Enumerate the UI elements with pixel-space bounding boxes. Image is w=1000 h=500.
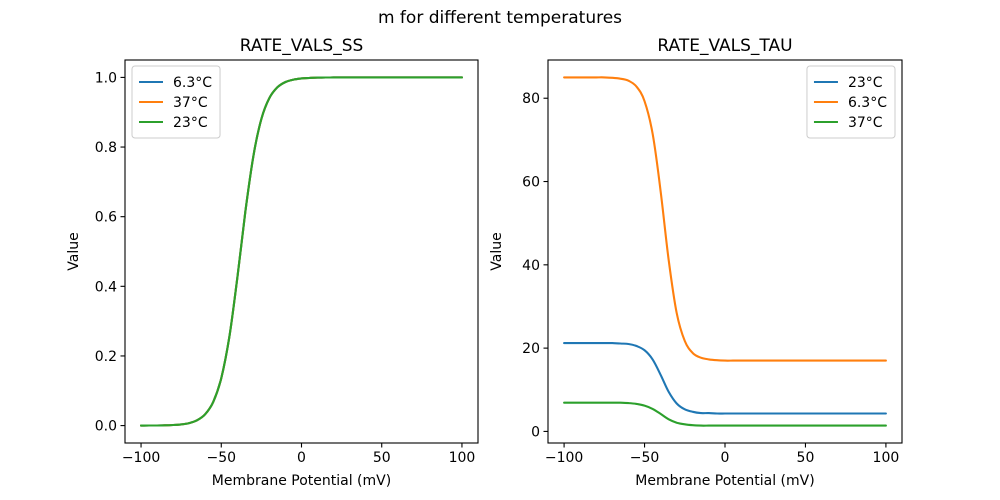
x-tick-label: 0: [721, 450, 730, 466]
legend-label: 6.3°C: [173, 75, 212, 91]
subplot-rate_vals_ss: −100 −50 0 50 100 0.0 0.2 0.4 0.6 0.8 1.0 Membrane …: [66, 36, 479, 489]
legend: 6.3°C 37°C 23°C: [131, 65, 221, 139]
y-tick-label: 0.0: [95, 419, 117, 435]
legend-box: [806, 65, 896, 139]
y-tick-label: 0.2: [95, 349, 117, 365]
legend: 23°C 6.3°C 37°C: [806, 65, 896, 139]
series-line-23°C: [563, 342, 887, 415]
x-axis-label: Membrane Potential (mV): [635, 473, 814, 489]
legend-label: 23°C: [173, 115, 208, 131]
y-tick-label: 80: [522, 91, 540, 107]
legend-label: 37°C: [173, 95, 208, 111]
x-tick-label: 100: [449, 450, 476, 466]
legend-box: [131, 65, 221, 139]
y-tick-label: 20: [522, 341, 540, 357]
x-tick-label: −50: [206, 450, 236, 466]
subplot-title: RATE_VALS_SS: [240, 36, 364, 56]
y-tick-label: 0: [531, 424, 540, 440]
x-tick-label: 50: [797, 450, 815, 466]
y-tick-label: 0.8: [95, 140, 117, 156]
x-tick-label: 100: [873, 450, 900, 466]
y-tick-label: 40: [522, 258, 540, 274]
subplot-rate_vals_tau: −100 −50 0 50 100 0 20 40 60 80 Membrane Potential…: [489, 36, 903, 489]
x-tick-label: −100: [545, 450, 583, 466]
y-tick-label: 0.4: [95, 279, 117, 295]
y-tick-label: 0.6: [95, 210, 117, 226]
series-line-23°C: [139, 76, 464, 427]
series-line-6.3°C: [563, 76, 887, 362]
legend-label: 37°C: [848, 115, 883, 131]
x-tick-label: 50: [373, 450, 391, 466]
x-tick-label: −50: [630, 450, 660, 466]
y-axis-label: Value: [66, 232, 82, 270]
x-axis-label: Membrane Potential (mV): [212, 473, 391, 489]
x-tick-label: 0: [297, 450, 306, 466]
y-tick-label: 1.0: [95, 70, 117, 86]
legend-label: 23°C: [848, 75, 883, 91]
y-tick-label: 60: [522, 175, 540, 191]
figure-suptitle: m for different temperatures: [377, 8, 623, 28]
subplot-title: RATE_VALS_TAU: [657, 36, 792, 56]
y-axis-label: Value: [489, 232, 505, 270]
legend-label: 6.3°C: [848, 95, 887, 111]
series-line-37°C: [563, 401, 887, 427]
x-tick-label: −100: [122, 450, 160, 466]
